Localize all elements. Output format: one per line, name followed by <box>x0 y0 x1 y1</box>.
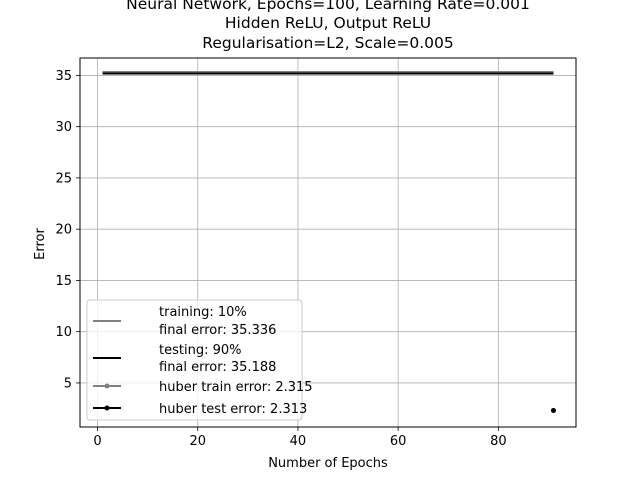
chart-title-line-3: Regularisation=L2, Scale=0.005 <box>202 34 453 52</box>
legend-marker-huber-train <box>104 383 110 389</box>
y-tick-label: 10 <box>55 325 72 340</box>
legend-label-training-line-2: final error: 35.336 <box>159 323 276 338</box>
legend-box <box>86 299 303 421</box>
legend-label-testing-line-1: testing: 90% <box>159 343 241 358</box>
legend-label-huber-test: huber test error: 2.313 <box>159 402 307 417</box>
x-tick-label: 80 <box>490 434 507 449</box>
legend: training: 10% final error: 35.336 testin… <box>86 299 313 421</box>
x-tick-label: 60 <box>390 434 407 449</box>
y-tick-label: 35 <box>55 69 72 84</box>
x-tick-label: 0 <box>93 434 101 449</box>
plot-frame <box>79 57 577 428</box>
y-tick-label: 20 <box>55 223 72 238</box>
x-axis-label: Number of Epochs <box>268 456 388 471</box>
y-tick-label: 5 <box>64 376 72 391</box>
x-tick-label: 20 <box>189 434 206 449</box>
series-layer <box>102 70 556 413</box>
legend-marker-huber-test <box>104 405 110 411</box>
chart-title-line-1: Neural Network, Epochs=100, Learning Rat… <box>126 0 530 13</box>
series-point-3 <box>550 407 556 413</box>
y-tick-label: 15 <box>55 274 72 289</box>
y-tick-label: 25 <box>55 171 72 186</box>
y-axis-label: Error <box>33 228 48 260</box>
axis-ticks: 0 20 40 60 80 5 10 15 20 25 30 35 <box>55 69 506 449</box>
legend-label-huber-train: huber train error: 2.315 <box>159 380 313 395</box>
legend-label-training-line-1: training: 10% <box>159 305 247 320</box>
legend-label-testing-line-2: final error: 35.188 <box>159 360 276 375</box>
chart-title-line-2: Hidden ReLU, Output ReLU <box>225 14 431 32</box>
y-tick-label: 30 <box>55 120 72 135</box>
x-tick-label: 40 <box>290 434 307 449</box>
